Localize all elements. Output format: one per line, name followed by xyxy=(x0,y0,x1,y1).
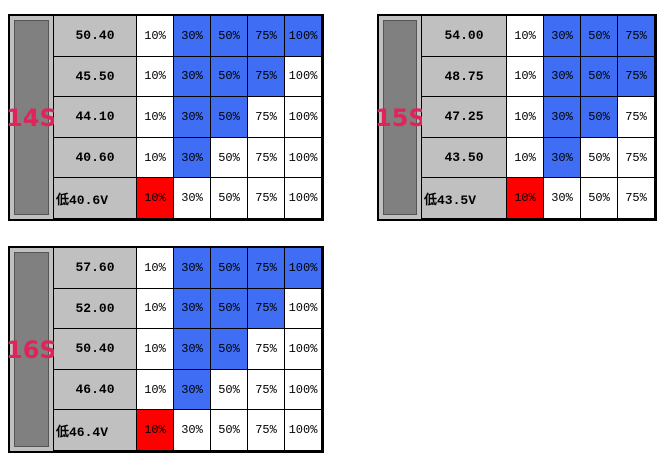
voltage: 40.60 xyxy=(54,137,137,179)
level-cell: 100% xyxy=(285,369,322,411)
level-cell: 75% xyxy=(248,97,285,138)
voltage: 48.75 xyxy=(422,56,507,98)
voltage: 低40.6V xyxy=(54,178,137,219)
level-cell: 30% xyxy=(174,178,211,219)
level-cell: 10% xyxy=(137,137,174,179)
voltage: 低46.4V xyxy=(54,410,137,451)
level-cell: 10% xyxy=(137,178,174,219)
voltage: 43.50 xyxy=(422,137,507,179)
voltage: 57.60 xyxy=(54,248,137,289)
level-cell: 10% xyxy=(137,97,174,138)
level-cell: 30% xyxy=(174,248,211,289)
level-cell: 100% xyxy=(285,56,322,98)
battery-table: 16S 57.60 10% 30% 50% 75% 100% 52.00 10% 30% 50% 75… xyxy=(6,246,324,453)
level-cell: 50% xyxy=(211,137,248,179)
level-cell: 75% xyxy=(248,288,285,330)
battery-bar xyxy=(14,20,49,215)
level-cell: 50% xyxy=(581,16,618,57)
battery-table: 14S 50.40 10% 30% 50% 75% 100% 45.50 10% 30% 50% 75… xyxy=(6,14,324,221)
level-cell: 100% xyxy=(285,16,322,57)
level-cell: 50% xyxy=(211,97,248,138)
battery-bar xyxy=(14,252,49,447)
level-cell: 30% xyxy=(544,56,581,98)
level-cell: 50% xyxy=(211,178,248,219)
level-cell: 50% xyxy=(211,56,248,98)
level-cell: 75% xyxy=(248,369,285,411)
level-cell: 100% xyxy=(285,288,322,330)
level-cell: 50% xyxy=(211,248,248,289)
level-cell: 10% xyxy=(507,97,544,138)
level-cell: 100% xyxy=(285,410,322,451)
voltage: 44.10 xyxy=(54,97,137,138)
level-cell: 50% xyxy=(211,369,248,411)
level-cell: 30% xyxy=(544,137,581,179)
level-cell: 10% xyxy=(507,16,544,57)
level-cell: 30% xyxy=(174,410,211,451)
level-cell: 75% xyxy=(618,178,655,219)
pack-label: 15S xyxy=(375,103,426,132)
voltage: 46.40 xyxy=(54,369,137,411)
level-cell: 30% xyxy=(174,329,211,370)
level-cell: 50% xyxy=(581,97,618,138)
level-cell: 75% xyxy=(248,248,285,289)
level-cell: 50% xyxy=(211,288,248,330)
level-cell: 30% xyxy=(174,369,211,411)
level-cell: 50% xyxy=(581,178,618,219)
level-cell: 50% xyxy=(211,16,248,57)
level-cell: 10% xyxy=(507,137,544,179)
level-cell: 75% xyxy=(248,16,285,57)
voltage: 47.25 xyxy=(422,97,507,138)
voltage: 50.40 xyxy=(54,16,137,57)
level-cell: 30% xyxy=(544,97,581,138)
voltage: 54.00 xyxy=(422,16,507,57)
voltage: 低43.5V xyxy=(422,178,507,219)
level-cell: 75% xyxy=(248,137,285,179)
battery-bar xyxy=(383,20,417,215)
level-cell: 75% xyxy=(248,410,285,451)
level-cell: 75% xyxy=(618,16,655,57)
level-cell: 10% xyxy=(507,56,544,98)
level-cell: 10% xyxy=(137,369,174,411)
level-cell: 50% xyxy=(581,137,618,179)
level-cell: 100% xyxy=(285,178,322,219)
level-cell: 10% xyxy=(137,410,174,451)
battery-table: 15S 54.00 10% 30% 50% 75% 48.75 10% 30% 50% 75% 47.… xyxy=(375,14,657,221)
level-cell: 10% xyxy=(137,329,174,370)
level-cell: 100% xyxy=(285,97,322,138)
pack-label: 16S xyxy=(6,335,57,364)
level-cell: 100% xyxy=(285,137,322,179)
level-cell: 30% xyxy=(174,16,211,57)
voltage: 45.50 xyxy=(54,56,137,98)
level-cell: 10% xyxy=(137,248,174,289)
level-cell: 75% xyxy=(618,97,655,138)
level-cell: 30% xyxy=(174,56,211,98)
level-cell: 30% xyxy=(544,178,581,219)
level-cell: 75% xyxy=(248,329,285,370)
level-cell: 75% xyxy=(248,56,285,98)
level-cell: 75% xyxy=(248,178,285,219)
level-cell: 30% xyxy=(174,137,211,179)
level-cell: 10% xyxy=(137,16,174,57)
level-cell: 50% xyxy=(211,410,248,451)
level-cell: 10% xyxy=(137,56,174,98)
level-cell: 75% xyxy=(618,137,655,179)
level-cell: 30% xyxy=(544,16,581,57)
level-cell: 100% xyxy=(285,248,322,289)
level-cell: 30% xyxy=(174,288,211,330)
voltage: 50.40 xyxy=(54,329,137,370)
voltage: 52.00 xyxy=(54,288,137,330)
level-cell: 75% xyxy=(618,56,655,98)
level-cell: 10% xyxy=(137,288,174,330)
level-cell: 10% xyxy=(507,178,544,219)
level-cell: 50% xyxy=(581,56,618,98)
level-cell: 50% xyxy=(211,329,248,370)
pack-label: 14S xyxy=(6,103,57,132)
level-cell: 100% xyxy=(285,329,322,370)
level-cell: 30% xyxy=(174,97,211,138)
